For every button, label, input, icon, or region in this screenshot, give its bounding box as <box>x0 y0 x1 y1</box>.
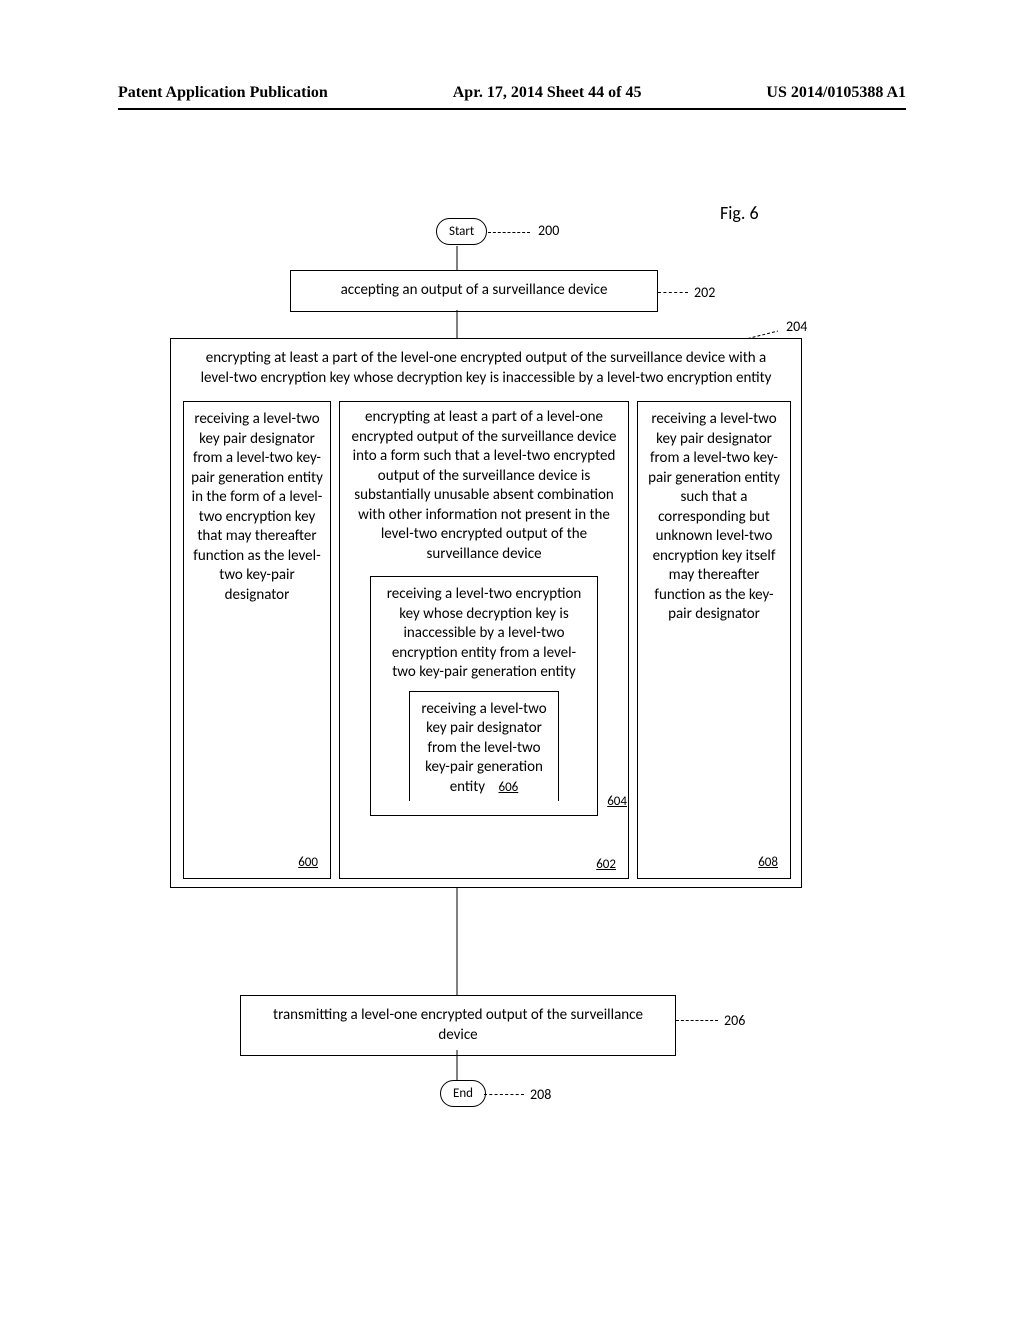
col-602-top: encrypting at least a part of a level-on… <box>340 402 628 570</box>
col-602-mid: receiving a level-two encryption key who… <box>370 576 598 816</box>
ref-600: 600 <box>298 855 318 870</box>
start-terminator: Start <box>436 218 487 245</box>
lead-202 <box>658 292 688 293</box>
connector-204-206 <box>456 888 458 998</box>
label-208: 208 <box>530 1086 551 1103</box>
header-right: US 2014/0105388 A1 <box>766 84 906 102</box>
connector-206-end <box>456 1050 458 1080</box>
ref-608: 608 <box>758 855 778 870</box>
col-600: receiving a level-two key pair designato… <box>183 401 331 879</box>
lead-208 <box>484 1094 524 1095</box>
step-204-container: encrypting at least a part of the level-… <box>170 338 802 888</box>
step-206: transmitting a level-one encrypted outpu… <box>240 995 676 1056</box>
header-rule <box>118 108 906 110</box>
ref-606: 606 <box>499 780 519 797</box>
col-608-text: receiving a level-two key pair designato… <box>638 402 790 633</box>
col-602: encrypting at least a part of a level-on… <box>339 401 629 879</box>
lead-200 <box>488 232 530 233</box>
step-202: accepting an output of a surveillance de… <box>290 270 658 312</box>
connector-start-202 <box>456 246 458 270</box>
col-602-inner-text: receiving a level-two key pair designato… <box>421 700 546 796</box>
header-left: Patent Application Publication <box>118 84 328 102</box>
header-center: Apr. 17, 2014 Sheet 44 of 45 <box>453 84 642 102</box>
step-204-header: encrypting at least a part of the level-… <box>171 339 801 400</box>
label-204: 204 <box>786 318 807 335</box>
label-206: 206 <box>724 1012 745 1029</box>
end-terminator: End <box>440 1080 486 1107</box>
ref-602: 602 <box>596 857 616 872</box>
label-200: 200 <box>538 222 559 239</box>
figure-label: Fig. 6 <box>720 202 759 224</box>
col-600-text: receiving a level-two key pair designato… <box>184 402 330 613</box>
connector-202-204 <box>456 310 458 338</box>
label-202: 202 <box>694 284 715 301</box>
ref-604: 604 <box>607 794 627 811</box>
col-608: receiving a level-two key pair designato… <box>637 401 791 879</box>
lead-206 <box>676 1020 718 1021</box>
col-602-inner: receiving a level-two key pair designato… <box>409 691 559 802</box>
col-602-mid-text: receiving a level-two encryption key who… <box>387 585 581 681</box>
